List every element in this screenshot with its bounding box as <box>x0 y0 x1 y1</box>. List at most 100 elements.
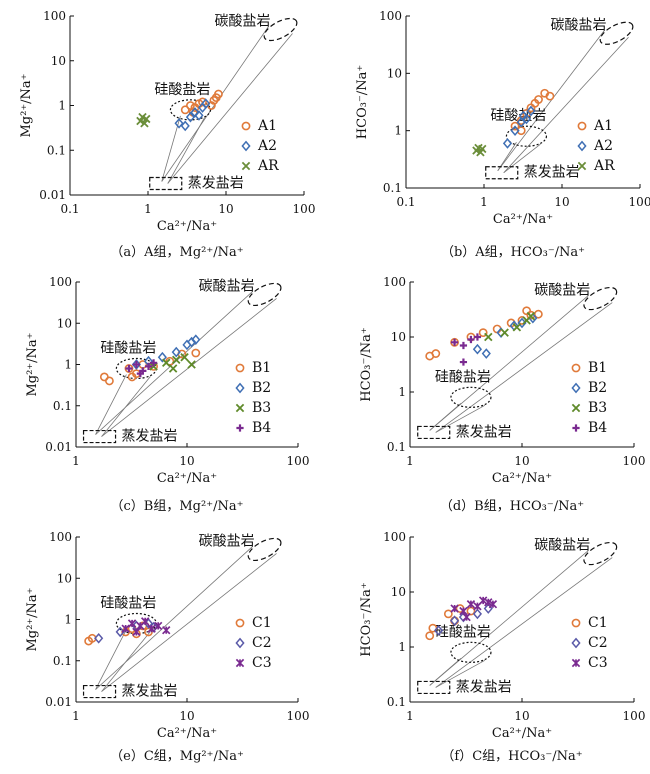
silicate-label: 硅酸盐岩 <box>435 624 491 640</box>
data-point-c3 <box>162 626 171 635</box>
x-tick-label: 100 <box>287 709 310 723</box>
mixing-line <box>435 404 486 433</box>
data-point-c1 <box>425 631 435 641</box>
y-tick-label: 1 <box>394 124 402 138</box>
data-point-c3 <box>147 624 156 633</box>
data-point-b4 <box>125 364 133 373</box>
data-point-a1 <box>510 121 520 131</box>
carbonate-region <box>247 282 282 307</box>
data-point-ar <box>140 119 149 128</box>
y-axis-label: HCO₃⁻/Na⁺ <box>359 582 374 656</box>
legend-label-a2: A2 <box>257 138 277 154</box>
y-tick-label: 1 <box>58 99 66 113</box>
data-point-b4 <box>467 335 475 344</box>
evaporite-label: 蒸发盐岩 <box>456 424 512 440</box>
x-tick-label: 1 <box>406 454 414 468</box>
y-tick-label: 10 <box>57 571 72 585</box>
data-point-b4 <box>132 360 140 369</box>
data-point-b3 <box>161 358 171 368</box>
x-tick-label: 10 <box>554 195 569 209</box>
data-point-b4 <box>144 362 153 370</box>
mixing-line <box>95 374 127 435</box>
panel-caption: （a）A组，Mg²⁺/Na⁺ <box>110 245 243 260</box>
x-tick-label: 1 <box>480 195 488 209</box>
mixing-line <box>497 142 517 171</box>
data-point-a2 <box>174 117 184 129</box>
y-tick-label: 10 <box>387 66 402 80</box>
data-point-c1 <box>450 616 459 626</box>
data-point-b1 <box>191 348 201 358</box>
legend-label-b2: B2 <box>588 380 607 396</box>
x-tick-label: 10 <box>179 454 194 468</box>
panel-d: 1 10 1000.1110100碳酸盐岩硅酸盐岩蒸发盐岩B1B2B3B4Ca²⁺/… <box>359 275 645 514</box>
data-point-b3 <box>500 328 509 337</box>
x-axis-label: Ca²⁺/Na⁺ <box>492 726 552 741</box>
carbonate-region <box>599 21 634 45</box>
y-axis-label: HCO₃⁻/Na⁺ <box>359 327 374 401</box>
legend-marker-ar <box>577 161 587 171</box>
data-point-a1 <box>180 105 190 115</box>
x-tick-label: 100 <box>623 709 646 723</box>
y-tick-label: 0.1 <box>47 143 66 157</box>
legend-marker-b1 <box>235 363 245 373</box>
legend-label-b4: B4 <box>588 420 607 436</box>
legend-label-c1: C1 <box>588 615 608 631</box>
legend-marker-a1 <box>241 121 251 131</box>
data-point-c2 <box>94 632 104 644</box>
data-point-ar <box>142 114 151 124</box>
y-axis-label: Mg²⁺/Na⁺ <box>19 73 34 137</box>
y-tick-label: 1 <box>398 385 406 399</box>
carbonate-label: 碳酸盐岩 <box>199 278 255 294</box>
data-point-b4 <box>450 338 459 346</box>
legend-marker-c2 <box>235 637 245 649</box>
x-tick-label: 1 <box>72 454 80 468</box>
mixing-line <box>167 33 293 184</box>
data-point-a1 <box>545 91 555 101</box>
legend-label-c1: C1 <box>252 615 272 631</box>
evaporite-region <box>82 429 117 444</box>
data-point-a2 <box>526 105 536 117</box>
legend-marker-b1 <box>571 363 581 373</box>
y-tick-label: 100 <box>383 530 406 544</box>
silicate-region <box>450 641 492 663</box>
legend-marker-b4 <box>572 424 580 432</box>
data-point-c3 <box>121 624 130 633</box>
y-tick-label: 100 <box>383 275 406 289</box>
y-tick-label: 10 <box>391 330 406 344</box>
legend-label-b4: B4 <box>252 420 271 436</box>
silicate-label: 硅酸盐岩 <box>490 108 546 124</box>
x-tick-label: 0.1 <box>60 202 79 216</box>
silicate-region <box>450 386 492 408</box>
data-point-ar <box>478 144 487 154</box>
mixing-line <box>503 36 629 174</box>
y-tick-label: 100 <box>49 275 72 289</box>
data-point-b3 <box>168 364 178 373</box>
y-tick-label: 100 <box>43 9 66 23</box>
mixing-line <box>161 115 181 182</box>
mixing-line <box>101 553 277 692</box>
mixing-line <box>101 376 151 437</box>
legend-label-b1: B1 <box>588 360 607 376</box>
y-tick-label: 0.1 <box>387 440 406 454</box>
legend-label-a1: A1 <box>257 118 277 134</box>
legend-label-a2: A2 <box>593 138 613 154</box>
x-tick-label: 10 <box>514 454 529 468</box>
mixing-line <box>95 629 127 690</box>
y-tick-label: 1 <box>64 358 72 372</box>
mixing-line <box>435 659 486 688</box>
silicate-label: 硅酸盐岩 <box>435 369 491 385</box>
x-tick-label: 0.1 <box>396 195 415 209</box>
carbonate-label: 碳酸盐岩 <box>551 17 607 33</box>
carbonate-label: 碳酸盐岩 <box>199 533 255 549</box>
y-tick-label: 10 <box>51 54 66 68</box>
data-point-b3 <box>526 311 536 321</box>
data-point-a2 <box>521 113 532 125</box>
panel-caption: （b）A组，HCO₃⁻/Na⁺ <box>441 245 585 260</box>
y-tick-label: 0.1 <box>53 654 72 668</box>
data-point-c3 <box>462 612 471 622</box>
mixing-line <box>101 631 151 692</box>
carbonate-label: 碳酸盐岩 <box>534 538 590 554</box>
panel-f: 1 10 1000.1110100碳酸盐岩硅酸盐岩蒸发盐岩C1C2C3Ca²⁺/Na… <box>359 530 645 764</box>
y-tick-label: 0.01 <box>39 188 66 202</box>
